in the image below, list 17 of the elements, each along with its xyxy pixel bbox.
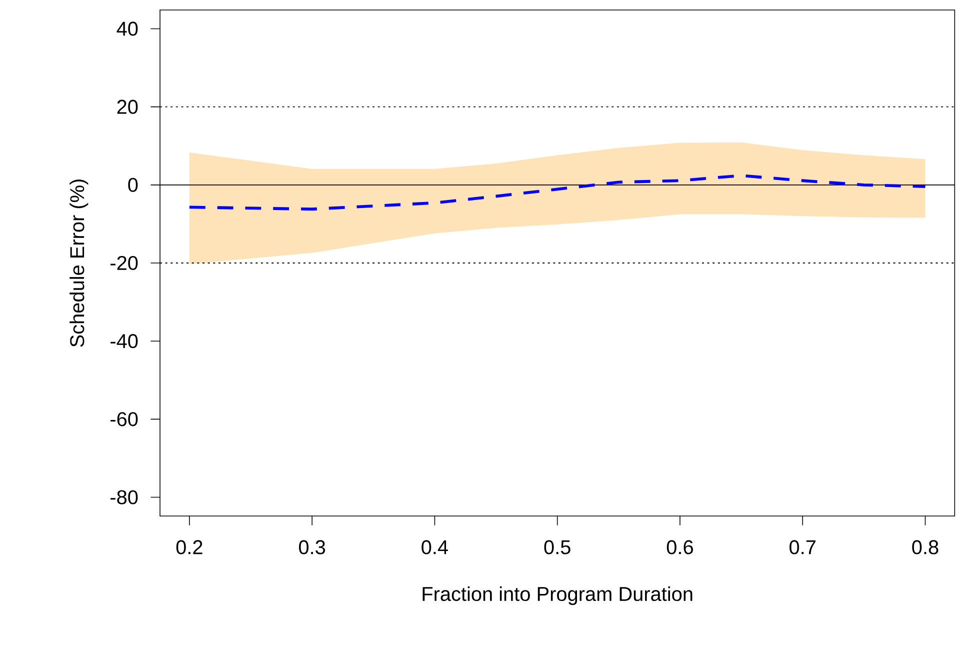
y-tick-label: -40: [110, 334, 138, 348]
y-tick-label: -20: [110, 256, 138, 270]
y-tick-label: 40: [116, 22, 138, 36]
x-tick-label: 0.2: [176, 540, 202, 554]
x-tick-label: 0.6: [666, 540, 693, 554]
y-tick-label: 0: [128, 178, 138, 192]
x-tick-label: 0.5: [544, 540, 570, 554]
line-series: [188, 174, 927, 211]
x-tick-label: 0.8: [912, 540, 938, 554]
y-tick-label: -60: [110, 412, 138, 426]
y-tick-label: 20: [117, 100, 138, 114]
x-axis-title: Fraction into Program Duration: [422, 586, 692, 605]
x-tick-label: 0.3: [298, 540, 326, 554]
x-tick-label: 0.4: [422, 540, 448, 554]
y-axis-title: Schedule Error (%): [70, 180, 88, 347]
x-tick-label: 0.7: [790, 540, 816, 554]
y-tick-label: -80: [110, 490, 138, 504]
